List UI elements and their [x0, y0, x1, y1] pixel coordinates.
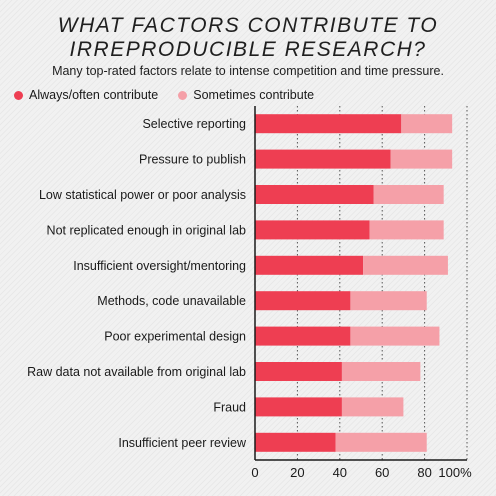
legend: Always/often contribute Sometimes contri… [14, 88, 328, 102]
bar-sometimes-3 [369, 220, 444, 240]
legend-label-always: Always/often contribute [29, 88, 159, 102]
chart-title: WHAT FACTORS CONTRIBUTE TO IRREPRODUCIBL… [57, 14, 439, 61]
bar-always-8 [255, 397, 342, 417]
bar-always-3 [255, 220, 370, 240]
bar-sometimes-9 [335, 432, 427, 452]
legend-swatch-always [14, 90, 23, 100]
category-label-5: Methods, code unavailable [97, 294, 246, 308]
category-label-6: Poor experimental design [104, 330, 246, 344]
x-tick-label-100: 100% [438, 465, 472, 480]
bar-sometimes-1 [390, 149, 453, 169]
bar-always-7 [255, 362, 342, 381]
category-label-2: Low statistical power or poor analysis [39, 188, 246, 202]
category-label-7: Raw data not available from original lab [27, 365, 246, 379]
bar-sometimes-2 [373, 185, 444, 204]
category-label-0: Selective reporting [142, 117, 246, 131]
bars [255, 114, 453, 452]
x-tick-label-0: 0 [251, 465, 258, 480]
category-label-4: Insufficient oversight/mentoring [73, 259, 246, 273]
bar-always-9 [255, 432, 336, 452]
x-tick-label-80: 80 [417, 465, 431, 480]
bar-sometimes-5 [350, 291, 427, 311]
category-label-1: Pressure to publish [139, 153, 246, 167]
bar-always-4 [255, 255, 364, 275]
bar-sometimes-4 [363, 255, 448, 275]
bar-sometimes-7 [341, 362, 421, 381]
x-tick-label-20: 20 [290, 465, 304, 480]
bar-sometimes-0 [401, 114, 453, 134]
bar-always-2 [255, 185, 374, 204]
grid-lines [296, 106, 468, 460]
legend-item-always: Always/often contribute [14, 88, 158, 102]
bar-always-6 [255, 326, 351, 346]
x-tick-label-60: 60 [375, 465, 389, 480]
category-label-3: Not replicated enough in original lab [47, 223, 246, 237]
legend-label-sometimes: Sometimes contribute [193, 88, 315, 102]
chart-subtitle: Many top-rated factors relate to intense… [52, 64, 444, 78]
legend-item-sometimes: Sometimes contribute [178, 88, 314, 102]
category-label-9: Insufficient peer review [118, 436, 247, 450]
legend-swatch-sometimes [178, 90, 188, 100]
bar-always-5 [255, 291, 351, 311]
bar-always-1 [255, 149, 391, 169]
axes: 0 20 40 60 80 100% [251, 106, 472, 480]
x-tick-label-40: 40 [333, 465, 347, 480]
bar-always-0 [255, 114, 402, 134]
bar-sometimes-6 [350, 326, 440, 346]
bar-sometimes-8 [341, 397, 404, 417]
category-labels: Selective reporting Pressure to publish Lo… [27, 117, 247, 450]
category-label-8: Fraud [213, 400, 246, 414]
